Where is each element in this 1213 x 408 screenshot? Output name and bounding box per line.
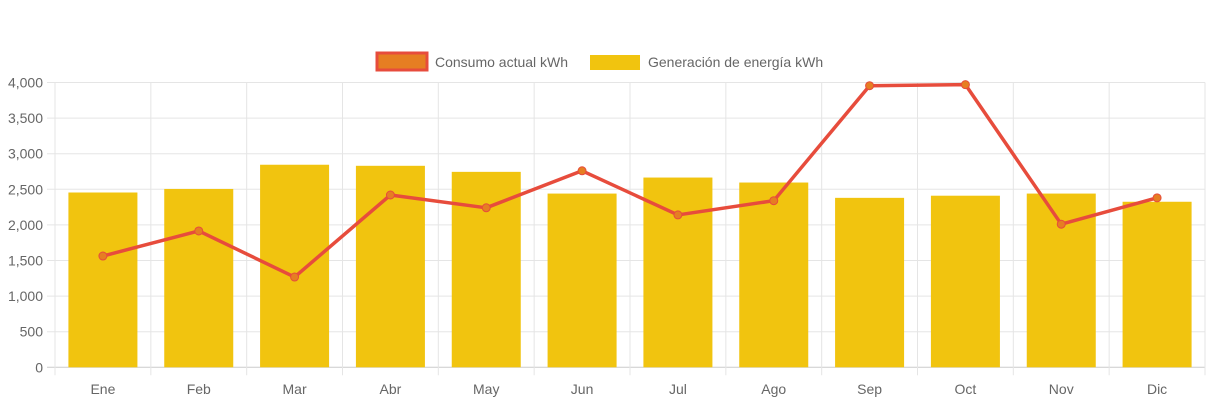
line-point xyxy=(577,166,587,176)
line-point xyxy=(673,210,683,220)
x-tick-label: May xyxy=(473,381,499,397)
x-tick-label: Feb xyxy=(187,381,211,397)
x-tick-label: Sep xyxy=(857,381,882,397)
bar xyxy=(164,188,234,368)
bar xyxy=(547,193,617,368)
x-tick-label: Abr xyxy=(380,381,402,397)
legend-swatch-consumo xyxy=(375,51,429,72)
x-tick-label: Oct xyxy=(955,381,977,397)
bar xyxy=(1122,201,1192,368)
x-tick-label: Dic xyxy=(1147,381,1167,397)
x-tick-label: Nov xyxy=(1049,381,1074,397)
line-point xyxy=(194,226,204,236)
x-tick-label: Jul xyxy=(669,381,687,397)
line-point xyxy=(98,251,108,261)
x-tick-label: Ene xyxy=(90,381,115,397)
y-tick-label: 3,500 xyxy=(8,110,43,126)
legend-item-generacion[interactable]: Generación de energía kWh xyxy=(590,54,823,70)
line-point xyxy=(1056,219,1066,229)
line-series xyxy=(98,80,1162,282)
axes: 0 500 1,000 1,500 2,000 2,500 3,000 3,500 4,000 E… xyxy=(8,75,1167,398)
legend-label-generacion: Generación de energía kWh xyxy=(648,54,823,70)
bar xyxy=(835,197,905,368)
line-point xyxy=(1152,193,1162,203)
legend-swatch-generacion xyxy=(590,55,640,70)
y-tick-label: 0 xyxy=(35,359,43,375)
line-path xyxy=(102,82,1158,279)
y-tick-label: 1,000 xyxy=(8,288,43,304)
line-point xyxy=(385,190,395,200)
line-point xyxy=(290,272,300,282)
bar xyxy=(739,182,809,368)
y-tick-label: 2,500 xyxy=(8,181,43,197)
y-tick-label: 3,000 xyxy=(8,146,43,162)
bar xyxy=(643,177,713,368)
line-point xyxy=(481,203,491,213)
bar xyxy=(1026,193,1096,368)
y-tick-label: 1,500 xyxy=(8,253,43,269)
line-point xyxy=(960,80,970,90)
legend: Consumo actual kWh Generación de energía… xyxy=(375,51,823,72)
bars xyxy=(68,164,1192,368)
x-tick-label: Jun xyxy=(571,381,594,397)
y-tick-label: 500 xyxy=(20,324,44,340)
bar xyxy=(930,195,1000,368)
x-tick-label: Mar xyxy=(283,381,307,397)
y-tick-label: 4,000 xyxy=(8,75,43,91)
bar xyxy=(68,192,138,368)
legend-label-consumo: Consumo actual kWh xyxy=(435,54,568,70)
legend-item-consumo[interactable]: Consumo actual kWh xyxy=(375,51,568,72)
y-tick-label: 2,000 xyxy=(8,217,43,233)
bar xyxy=(451,171,521,368)
x-tick-label: Ago xyxy=(761,381,786,397)
line-point xyxy=(865,81,875,91)
line-point xyxy=(769,196,779,206)
